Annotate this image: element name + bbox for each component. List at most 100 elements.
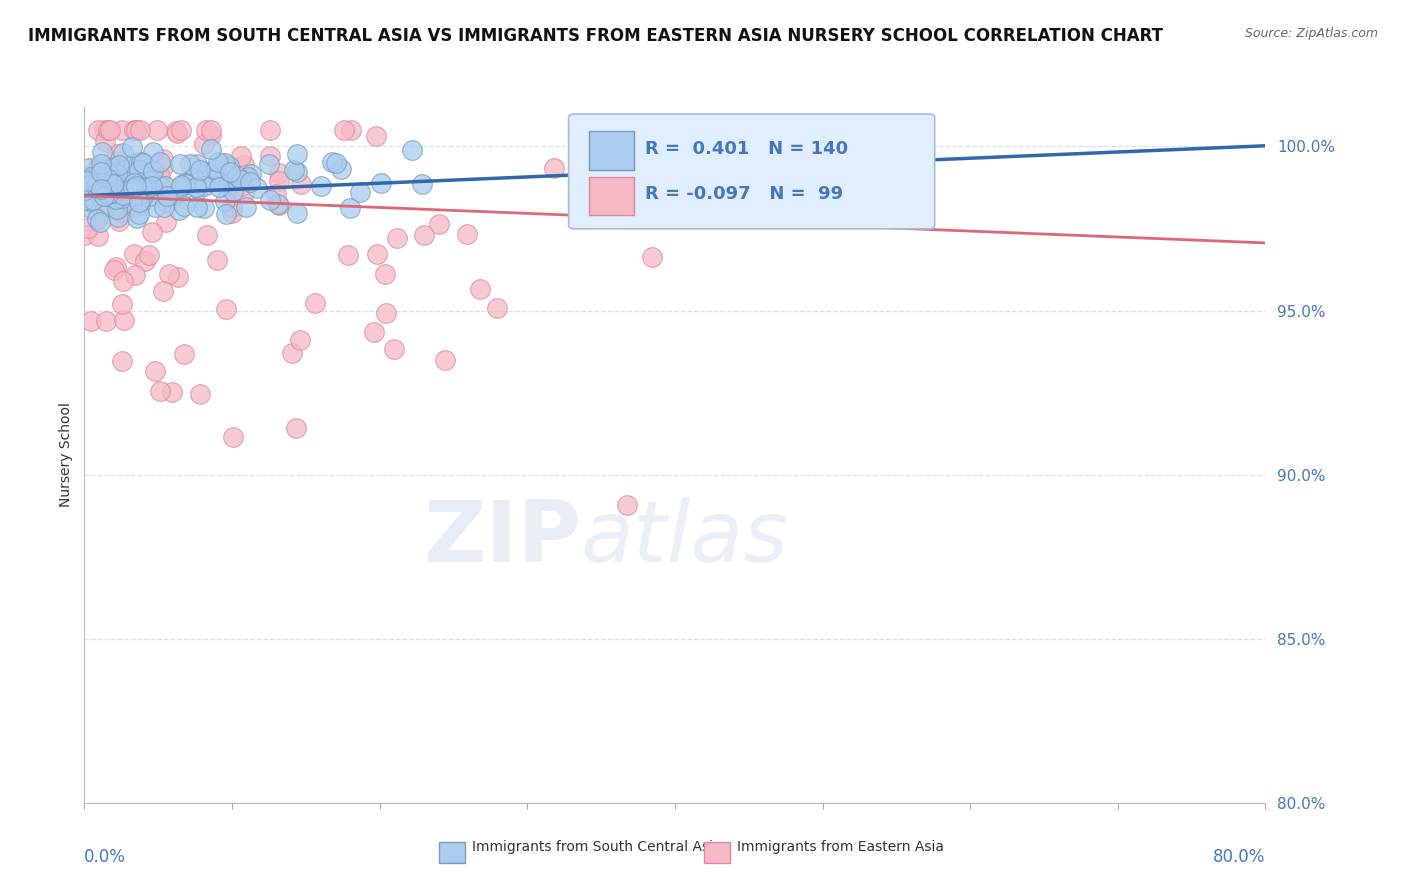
Point	[195, 165, 218, 179]
Point	[122, 157, 145, 171]
Point	[122, 168, 145, 182]
Point	[73, 183, 96, 197]
Point	[127, 200, 149, 214]
Point	[77, 161, 100, 176]
Point	[174, 177, 197, 191]
Point	[290, 178, 312, 192]
Point	[121, 196, 143, 211]
Point	[229, 149, 252, 163]
Point	[330, 161, 353, 176]
Point	[214, 194, 236, 208]
Point	[148, 169, 170, 183]
Point	[90, 165, 112, 179]
Point	[284, 421, 307, 435]
Point	[73, 169, 96, 184]
Point	[193, 201, 215, 215]
Point	[79, 178, 101, 193]
Point	[221, 200, 243, 214]
Point	[641, 250, 664, 264]
Point	[76, 221, 98, 235]
Point	[337, 247, 360, 261]
Point	[124, 123, 146, 137]
Point	[193, 136, 215, 151]
Point	[135, 174, 157, 188]
Point	[325, 155, 347, 169]
Point	[93, 188, 115, 202]
Point	[167, 203, 190, 218]
Point	[280, 346, 302, 360]
FancyBboxPatch shape	[568, 114, 935, 229]
Point	[364, 128, 387, 143]
Point	[105, 177, 128, 191]
Point	[235, 200, 257, 214]
Point	[259, 123, 281, 137]
Point	[82, 193, 104, 207]
Point	[97, 187, 120, 202]
Point	[146, 123, 169, 137]
Point	[87, 228, 110, 243]
Point	[232, 158, 254, 172]
Point	[200, 123, 222, 137]
Point	[257, 157, 280, 171]
Point	[143, 364, 166, 378]
Text: ZIP: ZIP	[423, 497, 581, 580]
Point	[208, 179, 231, 194]
Point	[187, 182, 209, 196]
Point	[366, 247, 388, 261]
Point	[169, 157, 191, 171]
Point	[193, 178, 215, 193]
Point	[264, 186, 287, 201]
Point	[149, 384, 172, 398]
Point	[96, 170, 118, 185]
Point	[103, 262, 125, 277]
Point	[114, 182, 136, 196]
Point	[229, 173, 252, 187]
Point	[108, 213, 131, 227]
Point	[333, 123, 356, 137]
Point	[111, 123, 134, 137]
Point	[112, 274, 135, 288]
Point	[86, 180, 108, 194]
Point	[215, 301, 238, 316]
Point	[239, 175, 262, 189]
Point	[157, 268, 180, 282]
Point	[105, 192, 128, 206]
Point	[214, 156, 236, 170]
Point	[172, 185, 194, 199]
Point	[304, 296, 326, 310]
Point	[413, 228, 436, 243]
Point	[87, 123, 110, 137]
Point	[122, 247, 145, 261]
Point	[311, 178, 333, 193]
Point	[93, 201, 115, 215]
Y-axis label: Nursery School: Nursery School	[59, 402, 73, 508]
Point	[155, 194, 177, 209]
Point	[225, 169, 247, 184]
Point	[101, 178, 124, 192]
Point	[105, 167, 128, 181]
Point	[94, 313, 117, 327]
Point	[214, 207, 236, 221]
Point	[111, 205, 134, 219]
Point	[382, 342, 405, 356]
Point	[166, 126, 188, 140]
Point	[169, 123, 191, 137]
Point	[269, 166, 291, 180]
Point	[128, 207, 150, 221]
Point	[121, 194, 143, 208]
Point	[165, 124, 187, 138]
Point	[221, 430, 243, 444]
Point	[155, 215, 177, 229]
Point	[125, 123, 148, 137]
Point	[195, 123, 218, 137]
Text: R =  0.401   N = 140: R = 0.401 N = 140	[645, 140, 848, 158]
Point	[411, 177, 433, 191]
Point	[219, 165, 242, 179]
Point	[107, 210, 129, 224]
Point	[339, 201, 361, 215]
Point	[124, 268, 146, 282]
Point	[221, 205, 243, 219]
Point	[101, 166, 124, 180]
Point	[143, 200, 166, 214]
Point	[283, 163, 305, 178]
